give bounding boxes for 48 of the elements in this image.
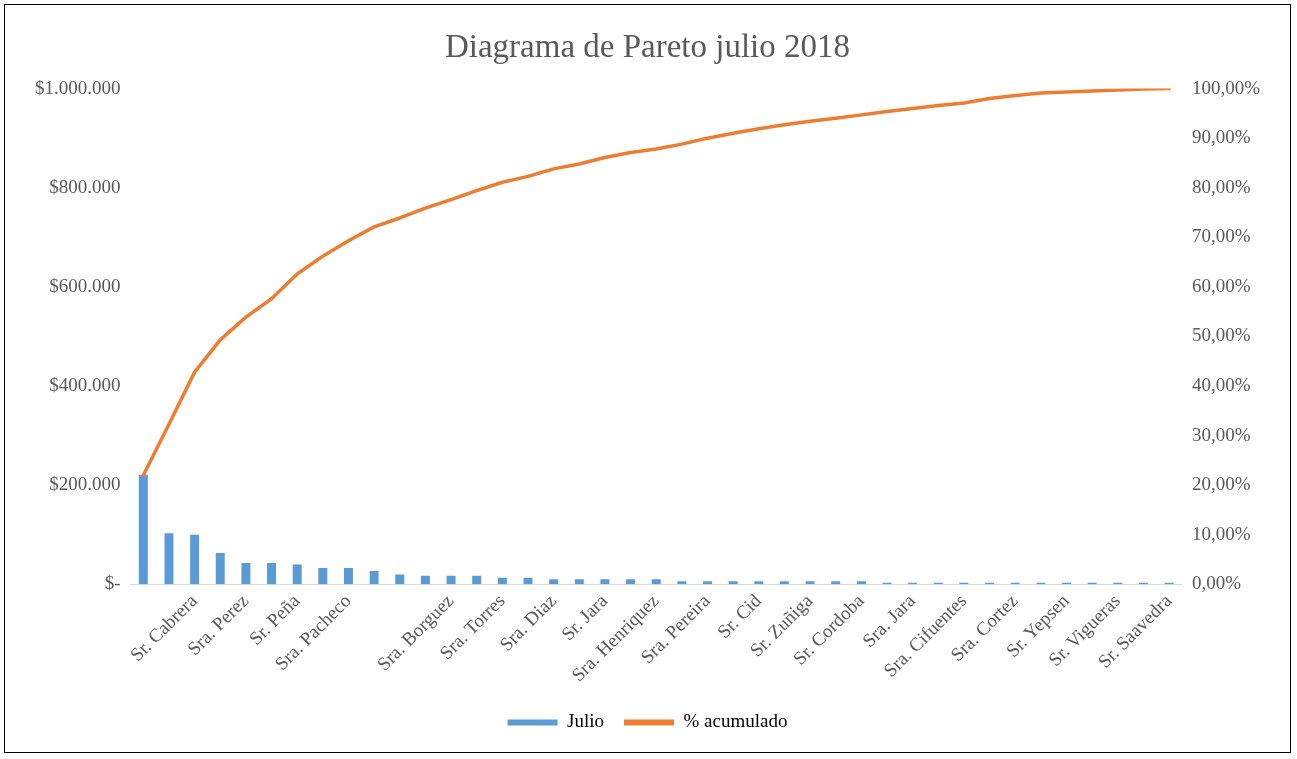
y2-tick-label: 40,00% [1191, 374, 1251, 395]
y2-tick-label: 0,00% [1191, 572, 1242, 594]
y-tick-label: $200.000 [49, 473, 121, 495]
bar [677, 581, 687, 585]
bar [343, 567, 353, 585]
bar [549, 579, 559, 585]
y-tick-label: $400.000 [49, 374, 121, 395]
bar [267, 562, 277, 585]
bar [215, 553, 225, 585]
y-tick-label: $800.000 [49, 175, 121, 197]
bar [292, 564, 302, 585]
bar [446, 575, 456, 585]
bar [369, 570, 379, 585]
bar [190, 534, 200, 585]
y2-tick-label: 80,00% [1191, 175, 1251, 197]
bar [420, 575, 430, 585]
bar [779, 581, 789, 585]
bar [164, 533, 174, 585]
bar [805, 581, 815, 585]
y2-tick-label: 60,00% [1191, 274, 1251, 296]
y2-tick-label: 90,00% [1191, 126, 1251, 148]
y2-tick-label: 50,00% [1191, 324, 1251, 346]
bar [395, 574, 405, 585]
y2-tick-label: 10,00% [1191, 522, 1251, 544]
y-tick-label: $600.000 [49, 274, 121, 296]
bar [626, 579, 636, 585]
bar [318, 567, 328, 585]
y2-tick-label: 70,00% [1191, 225, 1251, 247]
legend-label: % acumulado [683, 710, 788, 732]
bar [831, 581, 841, 585]
legend-label: Julio [567, 710, 605, 732]
bar [472, 575, 482, 585]
bar [703, 581, 712, 585]
y-tick-label: $1.000.000 [35, 76, 121, 98]
bar [138, 474, 148, 585]
bar [651, 579, 661, 585]
y2-tick-label: 30,00% [1191, 423, 1251, 445]
y2-tick-label: 100,00% [1191, 76, 1261, 98]
bar [497, 577, 507, 585]
bar [754, 581, 764, 585]
bar [574, 579, 584, 585]
y2-tick-label: 20,00% [1191, 473, 1251, 495]
chart-title: Diagrama de Pareto julio 2018 [444, 28, 851, 65]
bar [728, 581, 738, 585]
bar [241, 562, 251, 585]
bar [856, 581, 866, 585]
y-tick-label: $- [104, 572, 121, 594]
bar [600, 579, 610, 585]
